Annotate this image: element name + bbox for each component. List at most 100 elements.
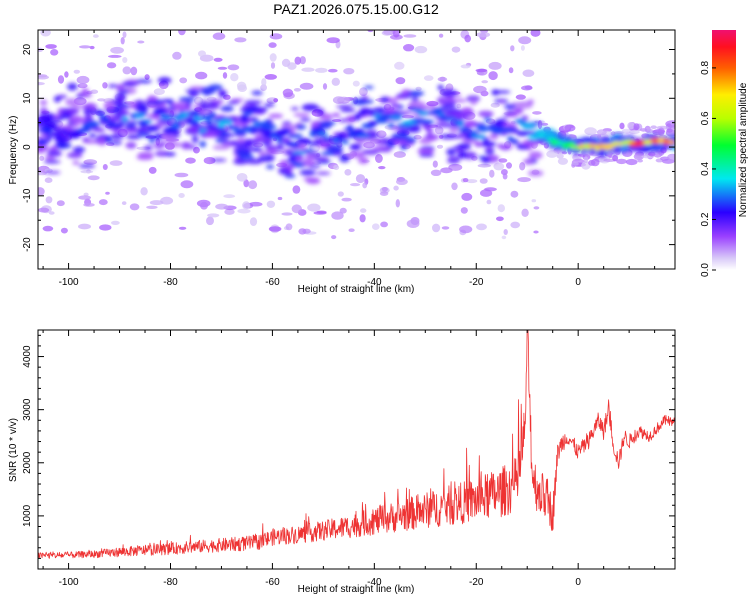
spectrogram-cloud-blob <box>107 84 119 88</box>
spectrogram-speckle <box>379 191 389 197</box>
spectrogram-cloud-blob <box>97 138 107 146</box>
spectrogram-cloud-blob <box>384 107 395 115</box>
spectrogram-speckle <box>540 122 549 126</box>
spectrogram-speckle <box>459 225 473 234</box>
spectrogram-ridge-blob <box>289 142 300 149</box>
spectrogram-cloud-blob <box>419 152 434 157</box>
spectrogram-speckle <box>393 185 399 191</box>
spectrogram-cloud-blob <box>528 151 543 160</box>
spectrogram-cloud-blob <box>470 99 478 105</box>
spectrogram-speckle <box>481 80 489 84</box>
spectrogram-cloud-blob <box>447 156 461 164</box>
spectrogram-speckle <box>102 164 108 170</box>
spectrogram-speckle <box>102 82 108 89</box>
spectrogram-cloud-blob <box>394 96 405 100</box>
spectrogram-cloud-blob <box>349 143 362 151</box>
spectrogram-speckle <box>378 166 386 170</box>
spectrogram-frame <box>37 29 676 270</box>
spectrogram-cloud-blob <box>339 154 350 163</box>
x-tick-label: -20 <box>469 577 484 588</box>
spectrogram-cloud-blob <box>457 151 468 159</box>
spectrogram-cloud-blob <box>143 145 153 151</box>
spectrogram-speckle <box>621 128 631 134</box>
spectrogram-cloud-blob <box>285 169 293 175</box>
spectrogram-cloud-blob <box>358 157 369 164</box>
spectrogram-speckle <box>121 201 127 206</box>
spectrogram-cloud-blob <box>501 122 517 129</box>
spectrogram-speckle <box>178 30 186 36</box>
spectrogram-heatmap <box>38 30 675 240</box>
spectrogram-cloud-blob <box>446 148 457 156</box>
spectrogram-cloud-blob <box>461 107 473 113</box>
spectrogram-speckle <box>460 207 468 214</box>
spectrogram-speckle <box>260 84 267 91</box>
spectrogram-speckle <box>307 203 321 212</box>
spectrogram-speckle <box>331 235 337 240</box>
colorbar: 0.0 0.2 0.4 0.6 0.8 Normalized spectral ampl… <box>700 30 749 277</box>
spectrogram-speckle <box>401 115 414 119</box>
spectrogram-cloud-blob <box>440 133 457 140</box>
spectrogram-cloud-blob <box>110 99 125 105</box>
spectrogram-ridge-blob <box>470 130 478 136</box>
spectrogram-speckle <box>571 162 579 166</box>
spectrogram-speckle <box>432 160 438 168</box>
spectrogram-ridge-blob <box>528 136 539 140</box>
spectrogram-cloud-blob <box>38 145 50 152</box>
spectrogram-speckle <box>106 62 117 69</box>
spectrogram-cloud-blob <box>361 149 380 155</box>
spectrogram-cloud-blob <box>167 99 174 105</box>
spectrogram-ridge-blob <box>335 133 346 140</box>
spectrogram-speckle <box>97 98 106 102</box>
spectrogram-speckle <box>530 30 541 37</box>
spectrogram-speckle <box>503 229 508 235</box>
spectrogram-speckle <box>149 200 164 206</box>
spectrogram-cloud-blob <box>67 123 81 128</box>
spectrogram-speckle <box>64 71 69 78</box>
spectrogram-speckle <box>477 163 491 168</box>
spectrogram-cloud-blob <box>39 107 48 114</box>
spectrogram-speckle <box>596 129 607 136</box>
colorbar-tick-label: 0.4 <box>700 162 711 176</box>
spectrogram-speckle <box>546 150 558 158</box>
spectrogram-speckle <box>44 177 53 183</box>
y-tick-label: 10 <box>22 92 33 104</box>
spectrogram-cloud-blob <box>83 114 94 122</box>
spectrogram-cloud-blob <box>392 111 408 116</box>
spectrogram-speckle <box>517 177 531 183</box>
spectrogram-cloud-blob <box>245 158 263 165</box>
spectrogram-cloud-blob <box>317 108 325 116</box>
spectrogram-ridge-blob <box>398 123 412 128</box>
spectrogram-speckle <box>531 199 537 203</box>
spectrogram-cloud-blob <box>258 154 275 162</box>
spectrogram-speckle <box>476 32 491 38</box>
spectrogram-speckle <box>293 88 301 92</box>
spectrogram-speckle <box>207 213 220 218</box>
spectrogram-speckle <box>415 86 422 91</box>
spectrogram-speckle <box>264 74 277 80</box>
spectrogram-x-ticks: -100 -80 -60 -40 -20 0 <box>42 30 656 288</box>
spectrogram-cloud-blob <box>147 95 158 103</box>
spectrogram-cloud-blob <box>178 119 188 124</box>
spectrogram-speckle <box>498 158 508 163</box>
spectrogram-speckle <box>83 203 95 207</box>
spectrogram-cloud-blob <box>295 154 303 162</box>
spectrogram-cloud-blob <box>287 133 303 139</box>
spectrogram-cloud-blob <box>426 126 433 135</box>
spectrogram-speckle <box>42 225 54 232</box>
spectrogram-speckle <box>533 206 540 210</box>
spectrogram-ridge-blob <box>54 136 68 141</box>
colorbar-tick-label: 0.0 <box>700 263 711 277</box>
spectrogram-cloud-blob <box>94 127 106 133</box>
spectrogram-speckle <box>488 61 502 70</box>
spectrogram-speckle <box>352 80 360 87</box>
spectrogram-y-axis-label: Frequency (Hz) <box>8 116 19 185</box>
spectrogram-cloud-blob <box>109 140 123 145</box>
spectrogram-cloud-blob <box>299 117 311 122</box>
x-tick-label: -100 <box>59 277 79 288</box>
spectrogram-speckle <box>628 130 640 134</box>
spectrogram-speckle <box>243 179 249 188</box>
spectrogram-speckle <box>269 53 277 62</box>
spectrogram-ridge-blob <box>160 114 173 120</box>
spectrogram-speckle <box>148 166 157 174</box>
